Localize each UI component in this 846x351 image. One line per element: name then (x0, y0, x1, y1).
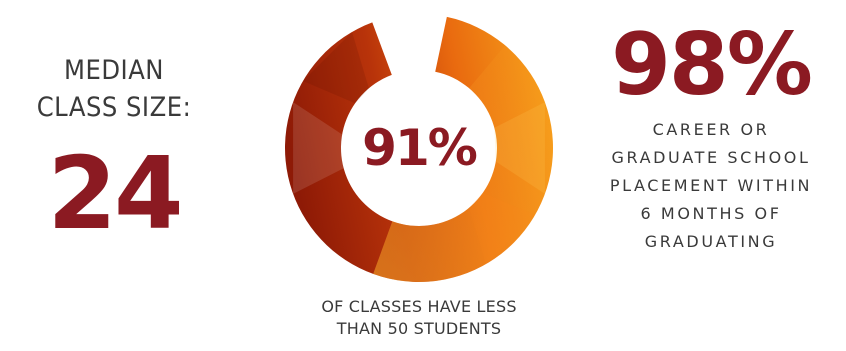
donut-sheen (373, 45, 553, 283)
placement-stat: 98% CAREER OR GRADUATE SCHOOL PLACEMENT … (582, 22, 840, 256)
donut-facet-1 (494, 102, 545, 194)
donut-facet-4 (302, 31, 369, 104)
placement-value: 98% (611, 15, 813, 115)
small-classes-caption-line2: THAN 50 STUDENTS (336, 319, 502, 338)
placement-desc-line3: PLACEMENT WITHIN (609, 176, 813, 195)
small-classes-caption: OF CLASSES HAVE LESS THAN 50 STUDENTS (283, 296, 555, 340)
small-classes-donut: 91% (283, 12, 555, 284)
donut-facets (293, 31, 545, 265)
donut-facet-3 (293, 102, 344, 194)
placement-desc-line4: 6 MONTHS OF (640, 204, 782, 223)
donut-facet-2 (469, 192, 536, 265)
median-class-size-label-line1: MEDIAN (64, 55, 164, 86)
small-classes-caption-line1: OF CLASSES HAVE LESS (321, 297, 517, 316)
placement-description: CAREER OR GRADUATE SCHOOL PLACEMENT WITH… (582, 116, 840, 256)
small-classes-value: 91% (362, 119, 478, 177)
donut-chart (285, 16, 553, 283)
placement-desc-line2: GRADUATE SCHOOL (611, 148, 811, 167)
placement-desc-line1: CAREER OR (652, 120, 770, 139)
median-class-size-stat: MEDIAN CLASS SIZE: 24 (0, 52, 228, 244)
median-class-size-label-line2: CLASS SIZE: (36, 92, 192, 123)
placement-desc-line5: GRADUATING (644, 232, 778, 251)
median-class-size-value: 24 (47, 135, 183, 252)
